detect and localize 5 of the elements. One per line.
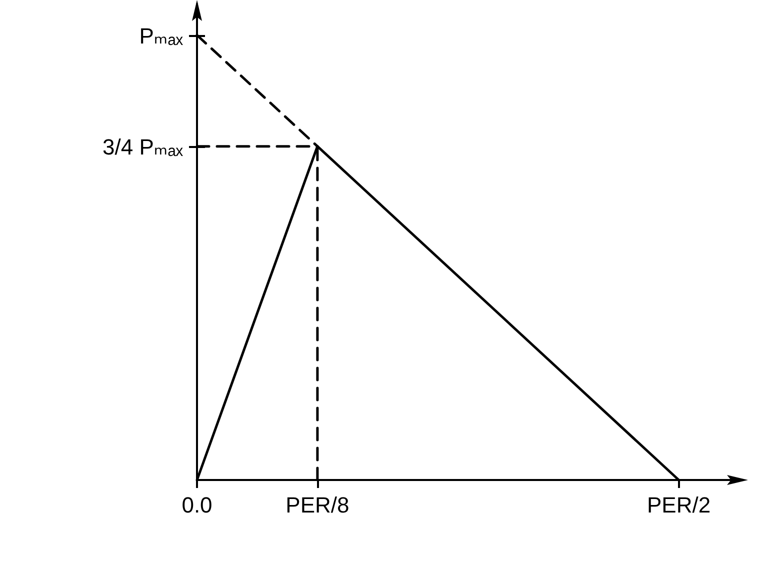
text: Pₘₐₓ: [139, 24, 184, 48]
x-tick-label: 0.0: [182, 492, 212, 518]
x-tick-label: PER/2: [646, 492, 711, 518]
text: 3/4 Pₘₐₓ: [102, 134, 184, 160]
x-tick-label: PER/8: [286, 492, 350, 518]
